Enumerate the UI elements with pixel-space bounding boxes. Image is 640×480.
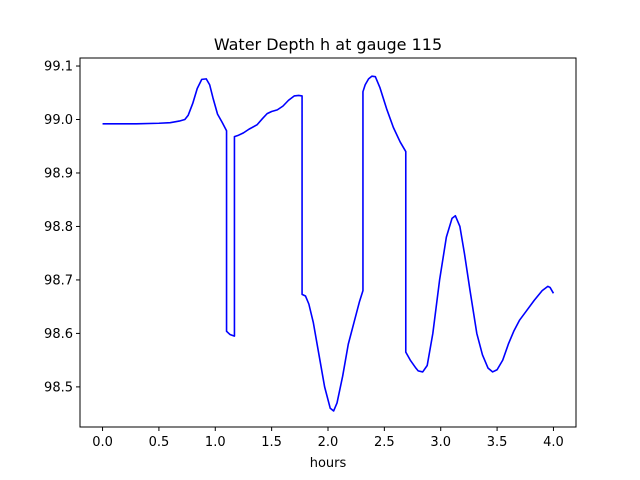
x-tick-label: 1.0 — [205, 435, 226, 450]
y-tick-label: 98.8 — [44, 220, 73, 235]
x-tick-label: 4.0 — [543, 435, 564, 450]
plot-area — [102, 75, 555, 412]
y-tick-label: 99.0 — [44, 113, 73, 128]
axes-frame — [79, 57, 577, 428]
x-tick-label: 3.0 — [430, 435, 451, 450]
x-tick-label: 2.0 — [318, 435, 339, 450]
x-axis: 0.0 0.5 1.0 1.5 2.0 2.5 3.0 3.5 4.0 — [92, 427, 564, 450]
y-tick-label: 98.5 — [44, 380, 73, 395]
y-tick-label: 98.7 — [44, 273, 73, 288]
series-line — [102, 75, 555, 412]
y-axis: 98.5 98.6 98.7 98.8 98.9 99.0 99.1 — [44, 60, 80, 395]
y-tick-label: 98.9 — [44, 166, 73, 181]
x-tick-label: 2.5 — [374, 435, 395, 450]
x-tick-label: 3.5 — [487, 435, 508, 450]
y-tick-label: 98.6 — [44, 327, 73, 342]
y-tick-label: 99.1 — [44, 60, 73, 75]
x-tick-label: 1.5 — [261, 435, 282, 450]
x-tick-label: 0.0 — [92, 435, 113, 450]
x-tick-label: 0.5 — [149, 435, 170, 450]
chart-title: Water Depth h at gauge 115 — [214, 35, 442, 54]
x-axis-label: hours — [310, 456, 347, 471]
